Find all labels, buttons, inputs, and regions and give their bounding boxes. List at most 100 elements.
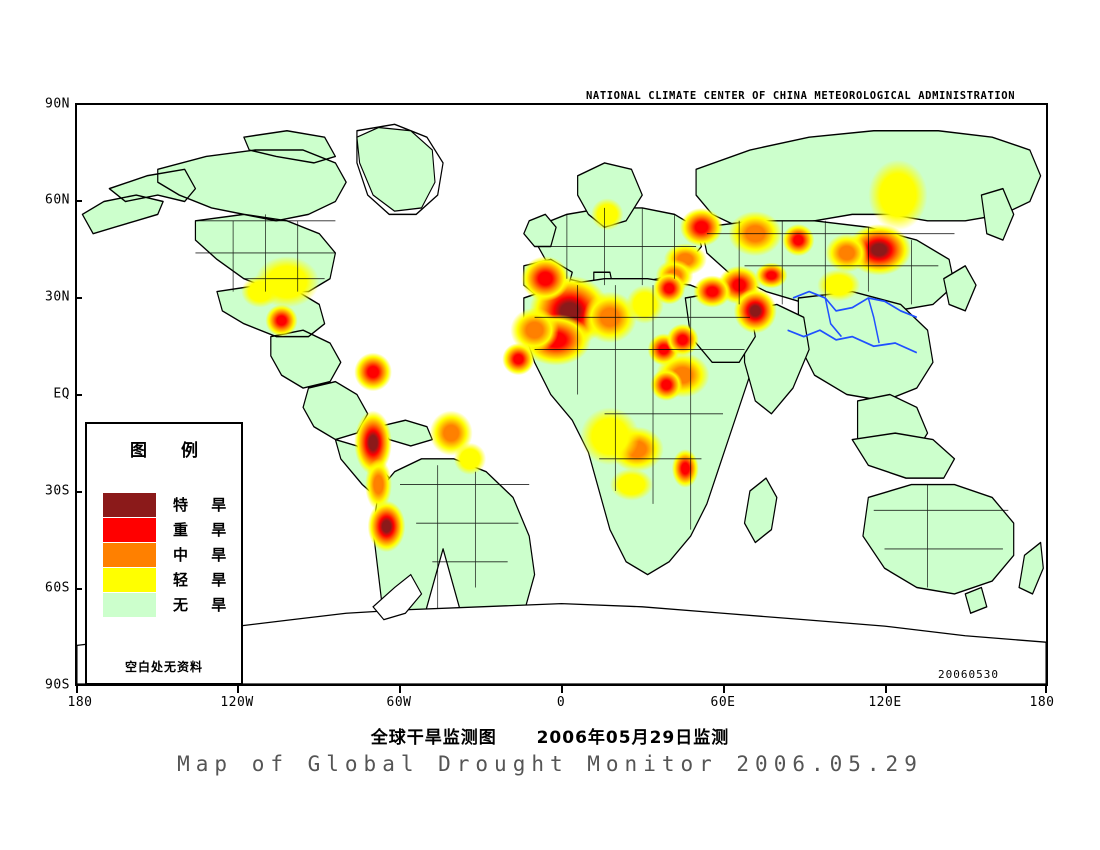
xtickmark-120e <box>885 686 887 693</box>
antarctica-peninsula <box>372 573 423 621</box>
legend-label-severe: 重 旱 <box>173 521 236 539</box>
legend-row-light: 轻 旱 <box>103 567 235 592</box>
legend-label-none: 无 旱 <box>173 596 236 614</box>
hotspot-west-africa-coast <box>502 343 535 376</box>
xtick-120e: 120E <box>868 695 902 710</box>
river-tributary <box>824 297 842 338</box>
river-tributary-2 <box>867 297 880 344</box>
land-australia <box>862 483 1015 595</box>
ytickmark-30s <box>75 491 82 493</box>
ytickmark-90s <box>75 684 82 686</box>
ytick-30s: 30S <box>45 483 70 499</box>
production-datestamp: 20060530 <box>938 668 999 681</box>
hotspot-peru-bolivia-andes <box>354 410 392 475</box>
hotspot-chile-north <box>365 458 392 511</box>
hotspot-inner-mongolia <box>825 233 869 273</box>
ytick-30n: 30N <box>45 289 70 305</box>
ytick-60n: 60N <box>45 192 70 208</box>
xtickmark-60e <box>723 686 725 693</box>
hotspot-egypt <box>626 285 664 324</box>
hotspot-mongolia-west <box>782 224 815 257</box>
land-china <box>797 290 934 402</box>
china-rivers-layer <box>787 290 918 354</box>
xtick-60w: 60W <box>386 695 412 710</box>
legend-label-light: 轻 旱 <box>173 571 236 589</box>
legend-swatch-severe <box>103 517 156 542</box>
xtickmark-180w <box>76 686 78 693</box>
land-madagascar <box>743 477 778 544</box>
land-indonesia <box>851 432 956 479</box>
xtick-60e: 60E <box>710 695 736 710</box>
hotspot-argentina-andes <box>367 500 406 553</box>
ytick-90s: 90S <box>45 677 70 693</box>
legend-label-moderate: 中 旱 <box>173 546 236 564</box>
xtickmark-120w <box>237 686 239 693</box>
map-title-english: Map of Global Drought Monitor 2006.05.29 <box>177 752 923 776</box>
legend-label-extreme: 特 旱 <box>173 496 236 514</box>
map-title-chinese-date: 2006年05月29日监测 <box>536 728 730 748</box>
legend-row-extreme: 特 旱 <box>103 492 235 517</box>
legend-swatch-none <box>103 592 156 617</box>
hotspot-siberia-yakutia <box>868 159 928 231</box>
hotspot-morocco-iberia <box>521 256 570 302</box>
hotspot-pakistan-nw-india <box>733 288 777 334</box>
drought-hotspots-layer <box>241 159 928 553</box>
hotspot-arabia-yemen <box>666 323 699 356</box>
ytick-90n: 90N <box>45 96 70 112</box>
world-map-svg <box>77 105 1046 684</box>
xtick-180e: 180 <box>1029 695 1055 710</box>
xtick-180w: 180 <box>67 695 93 710</box>
ytickmark-30n <box>75 297 82 299</box>
hotspot-south-africa <box>609 468 654 501</box>
land-kamchatka <box>980 187 1015 241</box>
ytick-eq: EQ <box>53 386 70 402</box>
hotspot-iran <box>693 275 732 308</box>
ytickmark-60s <box>75 588 82 590</box>
xtickmark-0 <box>561 686 563 693</box>
hotspot-scandinavia <box>591 198 624 231</box>
yangtze-river <box>787 329 918 354</box>
hotspot-ethiopia-kenya <box>650 368 683 401</box>
latitude-axis: 90N 60N 30N EQ 30S 60S 90S <box>0 0 70 850</box>
ytickmark-90n <box>75 103 82 105</box>
legend-nodata-note: 空白处无资料 <box>124 660 203 674</box>
legend-swatch-light <box>103 567 156 592</box>
xtick-0: 0 <box>556 695 566 710</box>
hotspot-madagascar-south <box>671 449 699 488</box>
hotspot-iraq-levant <box>653 272 686 305</box>
hotspot-ne-brazil <box>429 410 473 456</box>
legend-row-none: 无 旱 <box>103 592 235 617</box>
hotspot-nw-mexico <box>265 304 298 337</box>
legend-box: 图 例 特 旱 重 旱 中 旱 轻 旱 无 旱 空白 <box>85 422 243 685</box>
xtickmark-60w <box>399 686 401 693</box>
legend-swatch-extreme <box>103 492 156 517</box>
hotspot-central-china <box>817 269 861 302</box>
hotspot-central-russia <box>679 207 723 247</box>
hotspot-angola-namibia <box>580 407 640 466</box>
legend-swatch-moderate <box>103 542 156 567</box>
hotspot-venezuela-colombia <box>354 352 392 392</box>
map-plot-area <box>75 103 1048 686</box>
yellow-river <box>792 290 918 319</box>
hotspot-tibet-west <box>755 262 788 289</box>
hotspot-brazil-east <box>453 442 487 475</box>
land-north-america <box>81 130 369 441</box>
country-borders-layer <box>195 207 1009 620</box>
legend-rows: 特 旱 重 旱 中 旱 轻 旱 无 旱 <box>103 492 235 617</box>
xtickmark-180e <box>1045 686 1047 693</box>
map-title-chinese-main: 全球干旱监测图 <box>370 728 497 748</box>
xtick-120w: 120W <box>220 695 254 710</box>
legend-row-severe: 重 旱 <box>103 517 235 542</box>
ytickmark-eq <box>75 394 82 396</box>
land-japan <box>943 265 977 312</box>
legend-title: 图 例 <box>130 441 212 461</box>
hotspot-mauritania <box>510 307 559 353</box>
agency-credit-english: NATIONAL CLIMATE CENTER OF CHINA METEORO… <box>586 90 1016 102</box>
hotspot-us-southwest <box>241 275 279 308</box>
map-title-chinese: 全球干旱监测图 2006年05月29日监测 <box>0 723 1100 748</box>
land-tasmania <box>964 586 988 614</box>
ytickmark-60n <box>75 200 82 202</box>
land-greenland-coast <box>356 126 436 212</box>
legend-row-moderate: 中 旱 <box>103 542 235 567</box>
